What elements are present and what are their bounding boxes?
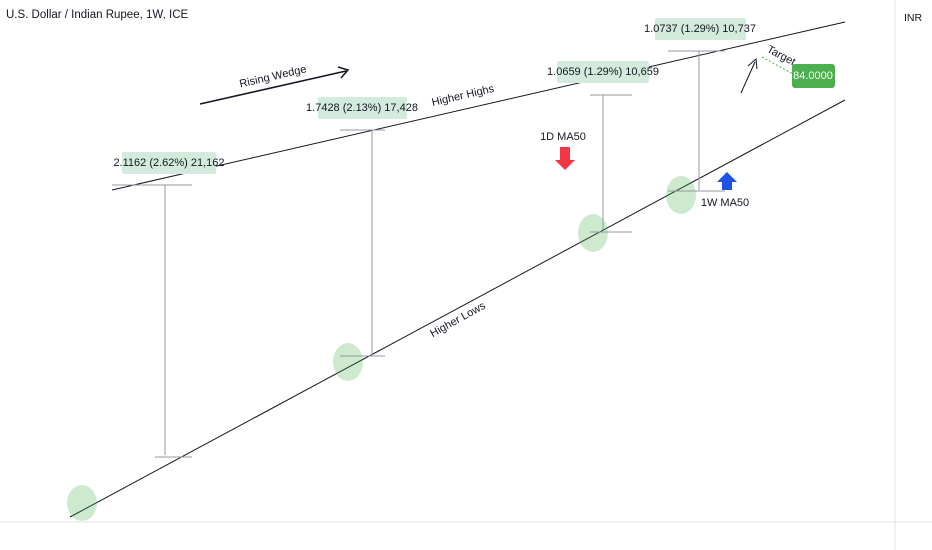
trend-label: Higher Highs <box>431 83 496 109</box>
measure-label: 2.1162 (2.62%) 21,162 <box>113 157 224 169</box>
ma-label: 1D MA50 <box>540 131 586 143</box>
low-circle <box>67 485 97 521</box>
measure-box <box>557 61 649 83</box>
target-line <box>761 56 794 75</box>
upper-trendline <box>111 21 846 191</box>
measure-label: 1.0737 (1.29%) 10,737 <box>644 23 756 35</box>
drawings: Rising Wedge Higher Highs Higher Lows 2.… <box>67 18 846 521</box>
arrow-head <box>337 66 350 79</box>
measure-box <box>318 97 407 119</box>
low-circle <box>578 214 608 252</box>
ma-label: 1W MA50 <box>701 197 749 209</box>
currency: INR <box>904 12 923 24</box>
low-circle <box>333 343 363 381</box>
arrow <box>199 70 347 105</box>
low-circle <box>666 176 696 214</box>
target-box <box>792 64 835 88</box>
measure-box <box>122 152 216 174</box>
target-value: 84.0000 <box>793 70 833 82</box>
lower-trendline <box>69 99 846 518</box>
measure-box <box>655 18 746 40</box>
ma-arrow <box>717 172 737 190</box>
target-label: Target <box>765 43 798 68</box>
chart-title: U.S. Dollar / Indian Rupee, 1W, ICE <box>6 9 188 21</box>
measure-label: 1.7428 (2.13%) 17,428 <box>306 102 418 114</box>
target-arrow <box>740 61 756 94</box>
pattern-label: Rising Wedge <box>238 63 307 90</box>
ma-arrow <box>555 147 575 170</box>
measure-label: 1.0659 (1.29%) 10,659 <box>547 66 659 78</box>
target-arrow-head <box>747 57 758 70</box>
